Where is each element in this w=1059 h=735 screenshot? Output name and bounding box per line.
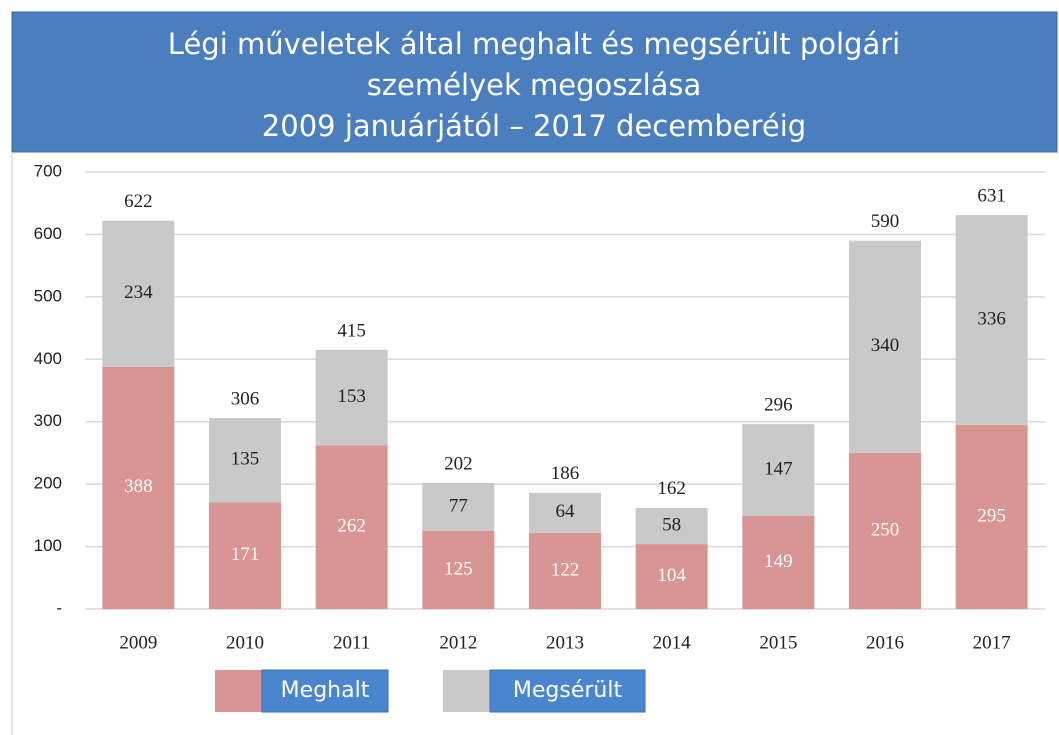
bar-segment: [849, 452, 921, 609]
data-label: 262: [337, 516, 366, 537]
bar-segment: [422, 530, 495, 609]
bar-segment: [422, 482, 495, 531]
data-label: 149: [764, 551, 793, 572]
x-tick-label: 2013: [546, 632, 584, 653]
bar-segment: [742, 515, 815, 609]
y-tick-label: 100: [34, 536, 62, 555]
total-label: 202: [444, 453, 473, 474]
data-label: 295: [977, 505, 1006, 526]
bar-segment: [102, 366, 175, 609]
legend-swatch: [215, 670, 262, 712]
total-label: 306: [231, 388, 260, 409]
bar-segment: [955, 424, 1028, 609]
bar-segment: [209, 502, 281, 609]
title-box: [11, 11, 1058, 153]
total-label: 415: [337, 320, 366, 341]
x-tick-label: 2016: [866, 632, 904, 653]
bar-segment: [849, 240, 921, 453]
chart-title: Légi műveletek által meghalt és megsérül…: [168, 27, 900, 61]
x-tick-label: 2009: [119, 632, 157, 653]
y-tick-label: 400: [34, 349, 62, 368]
y-tick-label: 300: [34, 411, 62, 430]
y-tick-label: -: [56, 598, 62, 617]
data-label: 104: [657, 565, 686, 586]
bar-segment: [529, 532, 601, 609]
data-label: 64: [556, 501, 576, 522]
x-tick-label: 2010: [226, 632, 264, 653]
total-label: 590: [871, 211, 900, 232]
data-label: 147: [764, 458, 793, 479]
bar-segment: [315, 445, 388, 609]
legend-swatch: [443, 670, 490, 712]
bar-segment: [635, 507, 708, 545]
legend-box: [489, 669, 646, 713]
data-label: 122: [551, 559, 580, 580]
bar-segment: [529, 492, 601, 533]
data-label: 135: [231, 448, 260, 469]
x-tick-label: 2014: [653, 632, 692, 653]
x-tick-label: 2015: [759, 632, 797, 653]
total-label: 622: [124, 191, 153, 212]
bar-segment: [102, 220, 175, 367]
bar-segment: [635, 544, 708, 609]
data-label: 234: [124, 282, 153, 303]
chart-title: személyek megoszlása: [367, 68, 702, 102]
data-label: 336: [977, 308, 1006, 329]
y-tick-label: 500: [34, 286, 62, 305]
bar-segment: [955, 215, 1028, 425]
legend-label: Meghalt: [281, 678, 370, 703]
total-label: 162: [657, 478, 686, 499]
total-label: 631: [977, 185, 1006, 206]
y-tick-label: 200: [34, 474, 62, 493]
total-label: 186: [551, 463, 580, 484]
data-label: 77: [449, 495, 468, 516]
data-label: 171: [231, 544, 260, 565]
y-tick-label: 700: [34, 161, 62, 180]
data-label: 153: [337, 386, 366, 407]
data-label: 250: [871, 519, 900, 540]
bar-segment: [315, 349, 388, 446]
x-tick-label: 2017: [973, 632, 1011, 653]
y-tick-label: 600: [34, 224, 62, 243]
data-label: 125: [444, 558, 473, 579]
bar-segment: [209, 417, 281, 503]
total-label: 296: [764, 395, 793, 416]
legend-label: Megsérült: [513, 678, 623, 703]
x-tick-label: 2011: [333, 632, 370, 653]
bar-segment: [742, 424, 815, 516]
legend-box: [261, 669, 389, 713]
data-label: 340: [871, 335, 900, 356]
chart-title: 2009 januárjától – 2017 decemberéig: [262, 109, 806, 143]
data-label: 58: [662, 514, 681, 535]
data-label: 388: [124, 476, 153, 497]
x-tick-label: 2012: [439, 632, 477, 653]
